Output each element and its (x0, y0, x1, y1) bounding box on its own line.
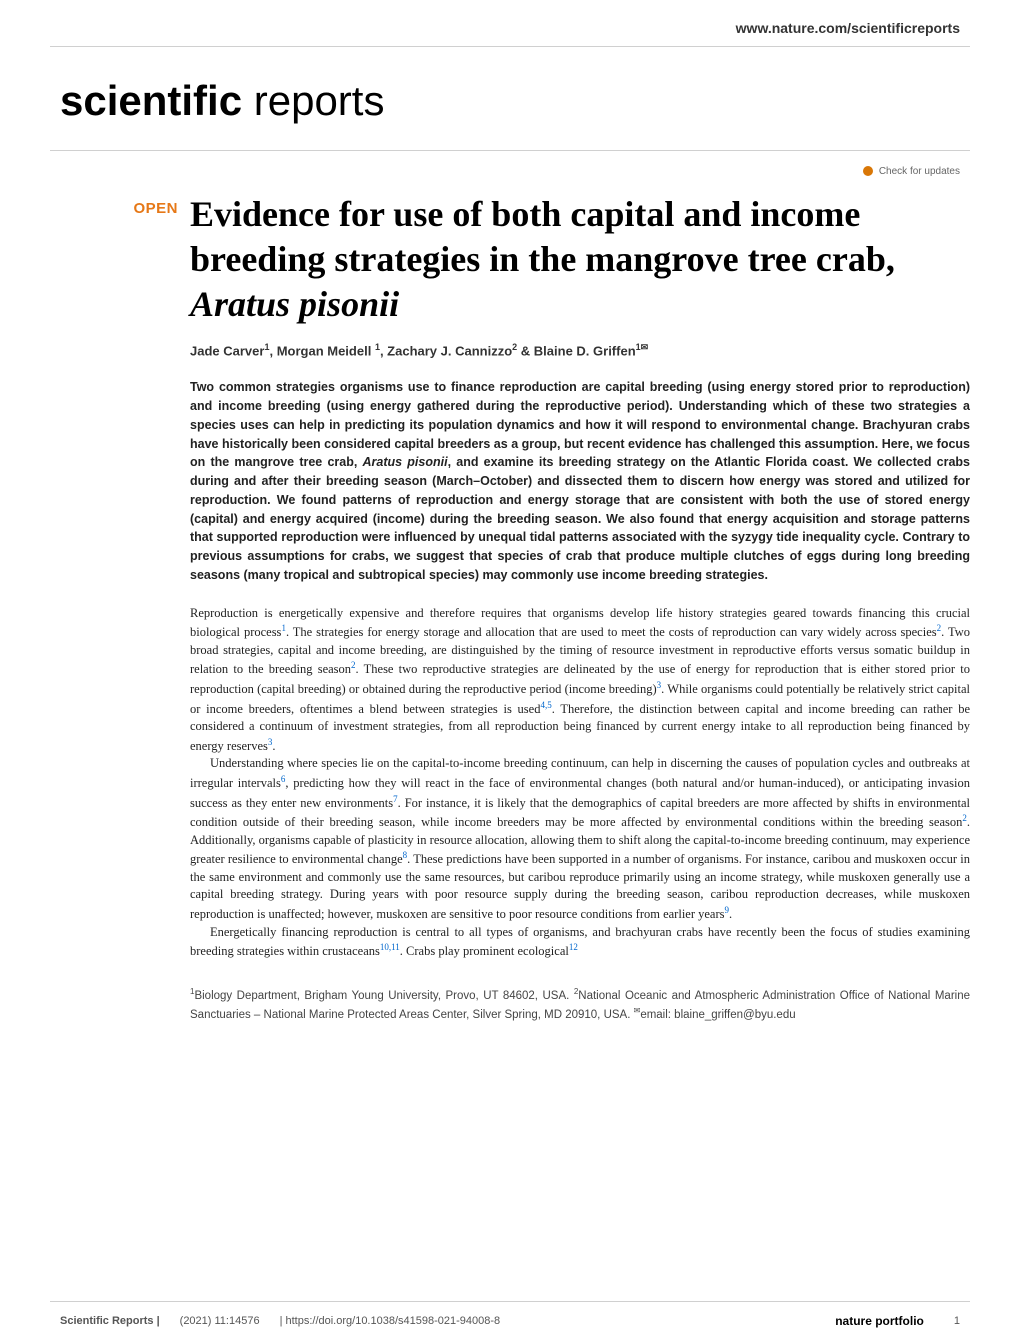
footer-right: nature portfolio 1 (835, 1314, 960, 1328)
open-access-badge: OPEN (50, 200, 190, 217)
check-updates-button[interactable]: Check for updates (0, 161, 1020, 192)
main-content: OPEN Evidence for use of both capital an… (0, 192, 1020, 1024)
paragraph-1: Reproduction is energetically expensive … (190, 605, 970, 756)
footer: Scientific Reports | (2021) 11:14576 | h… (50, 1301, 970, 1340)
journal-title-bold: scientific (60, 77, 242, 124)
article-title: Evidence for use of both capital and inc… (190, 192, 970, 327)
sub-header-divider (50, 150, 970, 151)
footer-doi[interactable]: | https://doi.org/10.1038/s41598-021-940… (280, 1315, 501, 1327)
check-updates-label: Check for updates (879, 166, 960, 177)
footer-citation: (2021) 11:14576 (180, 1315, 260, 1327)
journal-title-light: reports (242, 77, 384, 124)
page-number: 1 (954, 1315, 960, 1327)
paragraph-3: Energetically financing reproduction is … (190, 924, 970, 961)
body-text: Reproduction is energetically expensive … (190, 605, 970, 961)
footer-publisher: nature portfolio (835, 1314, 924, 1328)
authors-list: Jade Carver1, Morgan Meidell 1, Zachary … (190, 342, 970, 358)
journal-title: scientific reports (0, 47, 1020, 150)
footer-journal: Scientific Reports | (60, 1315, 160, 1327)
right-column: Evidence for use of both capital and inc… (190, 192, 970, 1024)
affiliations: 1Biology Department, Brigham Young Unive… (190, 986, 970, 1024)
check-updates-icon (863, 166, 873, 176)
paragraph-2: Understanding where species lie on the c… (190, 755, 970, 923)
left-column: OPEN (50, 192, 190, 1024)
abstract: Two common strategies organisms use to f… (190, 378, 970, 584)
header-url: www.nature.com/scientificreports (0, 0, 1020, 46)
footer-left: Scientific Reports | (2021) 11:14576 | h… (60, 1315, 500, 1327)
